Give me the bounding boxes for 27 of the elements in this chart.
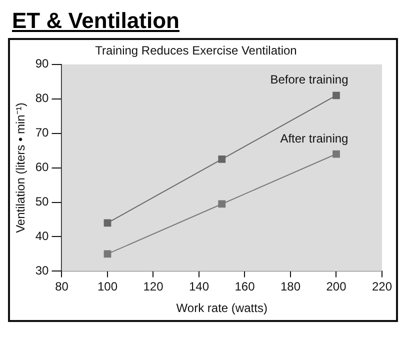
y-tick-label: 70 [35, 126, 50, 140]
series-label: Before training [270, 72, 348, 87]
x-tick-label: 180 [280, 280, 301, 294]
x-tick-label: 160 [234, 280, 256, 294]
point [104, 219, 112, 227]
y-tick-label: 50 [35, 194, 50, 209]
x-tick-label: 80 [55, 280, 69, 294]
series-label: After training [280, 131, 348, 146]
point [332, 92, 340, 100]
y-tick-label: 30 [35, 264, 50, 278]
x-tick-label: 220 [372, 280, 392, 294]
y-axis-title: Ventilation (liters • min⁻¹) [14, 102, 28, 233]
chart-subtitle: Training Reduces Exercise Ventilation [95, 44, 297, 58]
y-tick-label: 90 [35, 56, 50, 71]
point [218, 200, 226, 208]
y-tick-label: 80 [35, 91, 50, 106]
chart-title: ET & Ventilation [12, 8, 180, 34]
x-tick-label: 140 [188, 280, 210, 294]
point [218, 156, 226, 163]
y-tick-label: 40 [35, 229, 50, 244]
point [104, 250, 112, 258]
point [332, 150, 340, 158]
y-tick-label: 60 [35, 160, 50, 174]
x-tick-label: 200 [326, 280, 347, 294]
x-axis-title: Work rate (watts) [176, 301, 268, 316]
x-tick-label: 100 [97, 280, 118, 294]
x-tick-label: 120 [143, 280, 164, 294]
